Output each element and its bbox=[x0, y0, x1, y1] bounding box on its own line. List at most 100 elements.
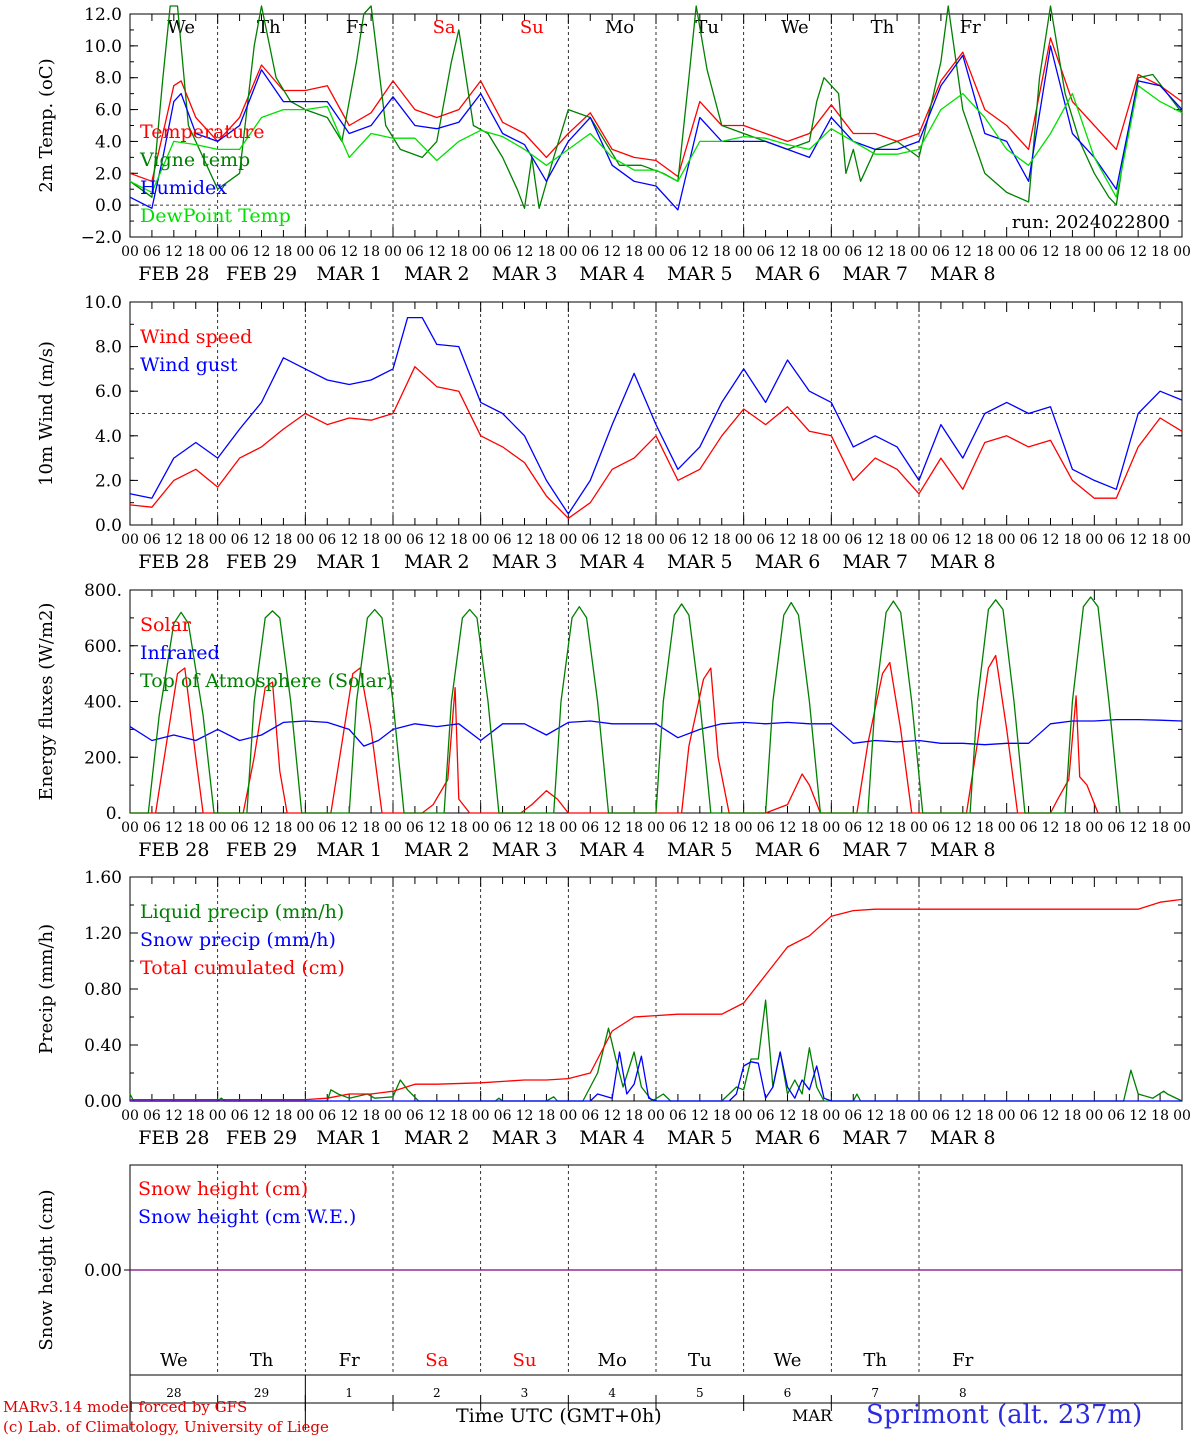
hour-label: 18 bbox=[450, 1108, 468, 1124]
y-tick-label: 800. bbox=[84, 581, 122, 601]
series-line bbox=[129, 85, 1183, 198]
legend-entry: Snow height (cm W.E.) bbox=[138, 1206, 356, 1228]
hour-label: 12 bbox=[954, 244, 972, 260]
day-number: 1 bbox=[345, 1386, 353, 1400]
hour-label: 18 bbox=[538, 532, 556, 548]
y-tick-label: 6.0 bbox=[95, 101, 122, 121]
hour-label: 06 bbox=[581, 244, 599, 260]
y-tick-label: 10.0 bbox=[84, 37, 122, 57]
hour-label: 06 bbox=[231, 244, 249, 260]
hour-label: 06 bbox=[406, 244, 424, 260]
hour-label: 06 bbox=[669, 1108, 687, 1124]
hour-label: 06 bbox=[318, 244, 336, 260]
hour-label: 12 bbox=[165, 244, 183, 260]
panel-5: 0.00 Snow height (cm) Snow height (cm) Snow… bbox=[36, 1164, 1183, 1430]
weekday-label: We bbox=[781, 17, 809, 38]
hour-label: 18 bbox=[713, 820, 731, 836]
hour-label: 12 bbox=[516, 1108, 534, 1124]
y-axis-label: 2m Temp. (oC) bbox=[36, 58, 57, 192]
hour-label: 12 bbox=[866, 532, 884, 548]
date-label: MAR 4 bbox=[579, 1127, 645, 1149]
weekday-label: Th bbox=[250, 1350, 274, 1371]
hour-label: 18 bbox=[976, 820, 994, 836]
hour-label: 00 bbox=[121, 820, 139, 836]
y-tick-label: 400. bbox=[84, 693, 122, 713]
hour-label: 00 bbox=[1085, 820, 1103, 836]
hour-label: 00 bbox=[1085, 244, 1103, 260]
hour-label: 12 bbox=[165, 532, 183, 548]
date-label: MAR 4 bbox=[579, 263, 645, 285]
date-label: MAR 8 bbox=[930, 263, 996, 285]
hour-label: 12 bbox=[516, 244, 534, 260]
date-label: MAR 7 bbox=[842, 263, 908, 285]
y-tick-label: 4.0 bbox=[95, 427, 122, 447]
day-number: 2 bbox=[433, 1386, 441, 1400]
hour-label: 06 bbox=[231, 532, 249, 548]
hour-label: 18 bbox=[1064, 244, 1082, 260]
hour-label: 00 bbox=[472, 532, 490, 548]
series-line bbox=[129, 316, 1183, 515]
hour-label: 00 bbox=[647, 532, 665, 548]
date-label: MAR 5 bbox=[667, 263, 733, 285]
weekday-label: We bbox=[160, 1350, 188, 1371]
hour-label: 12 bbox=[866, 244, 884, 260]
legend-entry: Wind gust bbox=[140, 354, 238, 376]
hour-label: 06 bbox=[231, 1108, 249, 1124]
hour-label: 00 bbox=[1173, 820, 1191, 836]
hour-label: 12 bbox=[1042, 532, 1060, 548]
hour-label: 06 bbox=[844, 532, 862, 548]
date-label: MAR 3 bbox=[492, 551, 558, 573]
hour-label: 00 bbox=[822, 1108, 840, 1124]
day-number: 6 bbox=[784, 1386, 792, 1400]
weekday-label: Su bbox=[520, 17, 544, 38]
hour-label: 06 bbox=[1020, 532, 1038, 548]
hour-label: 00 bbox=[209, 1108, 227, 1124]
hour-label: 00 bbox=[384, 244, 402, 260]
hour-label: 06 bbox=[932, 820, 950, 836]
hour-label: 06 bbox=[406, 532, 424, 548]
series-line bbox=[130, 596, 1121, 814]
hour-label: 18 bbox=[275, 244, 293, 260]
y-tick-label: 2.0 bbox=[95, 164, 122, 184]
legend-entry: Snow height (cm) bbox=[138, 1178, 308, 1200]
hour-label: 12 bbox=[1129, 820, 1147, 836]
y-tick-label: 600. bbox=[84, 637, 122, 657]
hour-label: 18 bbox=[187, 532, 205, 548]
day-number: 7 bbox=[871, 1386, 879, 1400]
y-tick-label: 0.80 bbox=[84, 980, 122, 1000]
hour-label: 12 bbox=[691, 244, 709, 260]
run-label: run: 2024022800 bbox=[1012, 212, 1170, 233]
hour-label: 18 bbox=[1151, 532, 1169, 548]
series-line bbox=[130, 1051, 1182, 1102]
hour-label: 06 bbox=[757, 244, 775, 260]
hour-label: 00 bbox=[296, 244, 314, 260]
hour-label: 12 bbox=[253, 532, 271, 548]
hour-label: 06 bbox=[581, 820, 599, 836]
hour-label: 06 bbox=[932, 244, 950, 260]
date-label: MAR 3 bbox=[492, 839, 558, 861]
hour-label: 18 bbox=[801, 532, 819, 548]
date-label: MAR 1 bbox=[316, 1127, 382, 1149]
date-label: MAR 3 bbox=[492, 1127, 558, 1149]
date-label: MAR 5 bbox=[667, 1127, 733, 1149]
hour-label: 00 bbox=[559, 820, 577, 836]
weekday-label: Sa bbox=[425, 1350, 448, 1371]
hour-label: 18 bbox=[625, 244, 643, 260]
hour-label: 18 bbox=[1151, 1108, 1169, 1124]
hour-label: 00 bbox=[472, 1108, 490, 1124]
hour-label: 18 bbox=[801, 820, 819, 836]
hour-label: 06 bbox=[1107, 244, 1125, 260]
hour-label: 06 bbox=[406, 1108, 424, 1124]
hour-label: 18 bbox=[362, 244, 380, 260]
date-label: MAR 5 bbox=[667, 551, 733, 573]
hour-label: 18 bbox=[1064, 820, 1082, 836]
hour-label: 06 bbox=[318, 532, 336, 548]
hour-label: 00 bbox=[121, 1108, 139, 1124]
hour-label: 12 bbox=[340, 820, 358, 836]
hour-label: 06 bbox=[669, 820, 687, 836]
date-label: FEB 29 bbox=[226, 1127, 297, 1149]
date-label: MAR 2 bbox=[404, 839, 470, 861]
date-label: MAR 1 bbox=[316, 839, 382, 861]
hour-label: 00 bbox=[209, 820, 227, 836]
